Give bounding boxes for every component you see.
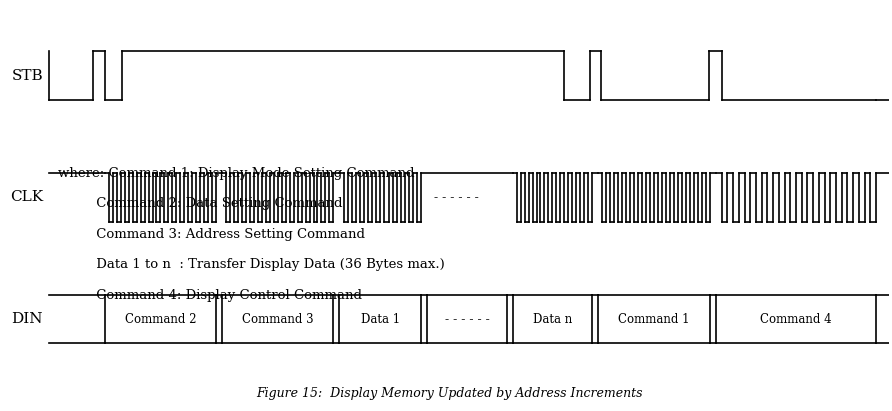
Text: Figure 15:  Display Memory Updated by Address Increments: Figure 15: Display Memory Updated by Add… (256, 387, 642, 400)
Text: CLK: CLK (10, 190, 43, 204)
Text: Command 3: Address Setting Command: Command 3: Address Setting Command (58, 228, 365, 241)
Text: Command 2: Command 2 (125, 312, 196, 326)
Text: - - - - - -: - - - - - - (434, 191, 479, 204)
Text: where: Command 1: Display Mode Setting Command: where: Command 1: Display Mode Setting C… (58, 167, 415, 180)
Text: STB: STB (12, 69, 43, 83)
Text: Data 1: Data 1 (361, 312, 400, 326)
Text: Data 1 to n  : Transfer Display Data (36 Bytes max.): Data 1 to n : Transfer Display Data (36 … (58, 258, 445, 271)
Text: Command 4: Display Control Command: Command 4: Display Control Command (58, 289, 362, 302)
Text: - - - - - -: - - - - - - (444, 312, 490, 326)
Text: Command 4: Command 4 (760, 312, 832, 326)
Text: Data n: Data n (533, 312, 572, 326)
Text: DIN: DIN (12, 312, 43, 326)
Text: Command 1: Command 1 (618, 312, 690, 326)
Text: Command 3: Command 3 (242, 312, 314, 326)
Text: Command 2: Data Setting Command: Command 2: Data Setting Command (58, 197, 343, 210)
